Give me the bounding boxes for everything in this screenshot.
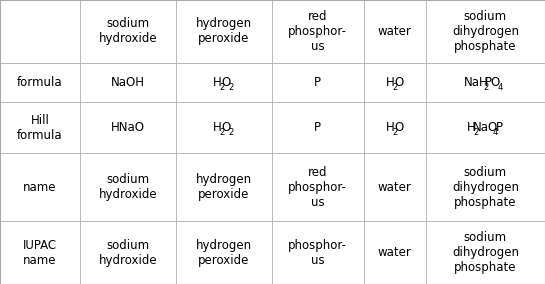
- Bar: [176, 221, 272, 284]
- Bar: [80, 153, 176, 221]
- Text: NaO: NaO: [473, 121, 498, 134]
- Bar: [426, 63, 545, 103]
- Text: H: H: [213, 76, 222, 89]
- Text: red
phosphor-
us: red phosphor- us: [288, 166, 347, 208]
- Bar: [0, 63, 80, 103]
- Text: hydrogen
peroxide: hydrogen peroxide: [196, 17, 252, 45]
- Bar: [364, 0, 426, 63]
- Bar: [364, 103, 426, 153]
- Text: O: O: [222, 76, 231, 89]
- Text: O: O: [222, 121, 231, 134]
- Text: NaOH: NaOH: [111, 76, 145, 89]
- Bar: [176, 0, 272, 63]
- Text: HNaO: HNaO: [111, 121, 145, 134]
- Bar: [426, 103, 545, 153]
- Bar: [176, 103, 272, 153]
- Text: O: O: [395, 76, 404, 89]
- Text: H: H: [386, 76, 395, 89]
- Bar: [364, 153, 426, 221]
- Bar: [364, 63, 426, 103]
- Bar: [0, 221, 80, 284]
- Text: sodium
dihydrogen
phosphate: sodium dihydrogen phosphate: [452, 231, 519, 274]
- Text: sodium
hydroxide: sodium hydroxide: [99, 17, 158, 45]
- Text: 2: 2: [220, 128, 225, 137]
- Text: O: O: [395, 121, 404, 134]
- Text: Hill
formula: Hill formula: [17, 114, 63, 142]
- Text: P: P: [314, 121, 322, 134]
- Bar: [426, 0, 545, 63]
- Text: phosphor-
us: phosphor- us: [288, 239, 347, 267]
- Text: H: H: [386, 121, 395, 134]
- Text: PO: PO: [485, 76, 501, 89]
- Bar: [272, 0, 364, 63]
- Bar: [272, 221, 364, 284]
- Text: hydrogen
peroxide: hydrogen peroxide: [196, 173, 252, 201]
- Text: 2: 2: [228, 128, 233, 137]
- Bar: [0, 103, 80, 153]
- Text: 2: 2: [392, 83, 397, 92]
- Bar: [426, 221, 545, 284]
- Bar: [0, 153, 80, 221]
- Bar: [80, 103, 176, 153]
- Text: 4: 4: [492, 128, 498, 137]
- Bar: [176, 63, 272, 103]
- Text: 2: 2: [483, 83, 489, 92]
- Text: water: water: [378, 25, 412, 38]
- Text: H: H: [213, 121, 222, 134]
- Text: hydrogen
peroxide: hydrogen peroxide: [196, 239, 252, 267]
- Text: H: H: [467, 121, 476, 134]
- Bar: [176, 153, 272, 221]
- Text: P: P: [496, 121, 503, 134]
- Text: water: water: [378, 181, 412, 193]
- Text: red
phosphor-
us: red phosphor- us: [288, 10, 347, 53]
- Text: 4: 4: [497, 83, 502, 92]
- Bar: [0, 0, 80, 63]
- Text: water: water: [378, 246, 412, 259]
- Text: sodium
hydroxide: sodium hydroxide: [99, 173, 158, 201]
- Text: 2: 2: [392, 128, 397, 137]
- Bar: [80, 63, 176, 103]
- Bar: [80, 0, 176, 63]
- Text: IUPAC
name: IUPAC name: [23, 239, 57, 267]
- Text: 2: 2: [473, 128, 479, 137]
- Bar: [272, 63, 364, 103]
- Bar: [272, 153, 364, 221]
- Text: sodium
dihydrogen
phosphate: sodium dihydrogen phosphate: [452, 166, 519, 208]
- Bar: [426, 153, 545, 221]
- Text: name: name: [23, 181, 57, 193]
- Text: sodium
dihydrogen
phosphate: sodium dihydrogen phosphate: [452, 10, 519, 53]
- Bar: [80, 221, 176, 284]
- Bar: [272, 103, 364, 153]
- Text: P: P: [314, 76, 322, 89]
- Bar: [364, 221, 426, 284]
- Text: NaH: NaH: [464, 76, 489, 89]
- Text: formula: formula: [17, 76, 63, 89]
- Text: 2: 2: [220, 83, 225, 92]
- Text: sodium
hydroxide: sodium hydroxide: [99, 239, 158, 267]
- Text: 2: 2: [228, 83, 233, 92]
